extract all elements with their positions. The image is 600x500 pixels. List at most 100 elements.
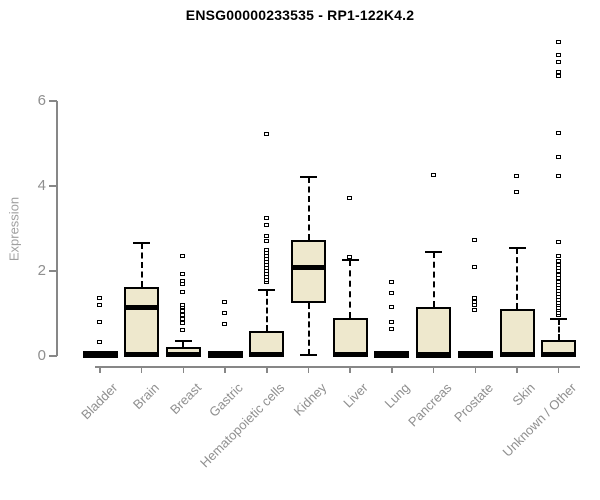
x-axis-label: Breast: [166, 380, 205, 418]
flat-box: [207, 351, 243, 358]
outlier-point: [555, 60, 561, 65]
box-bottom-bar: [124, 352, 160, 357]
outlier-point: [263, 223, 269, 228]
outlier-point: [555, 262, 561, 267]
y-axis-tick-label: 6: [37, 92, 46, 109]
y-axis-tick-label: 2: [37, 262, 46, 279]
x-axis-label: Liver: [340, 380, 371, 411]
x-axis-tick: [266, 367, 268, 373]
x-axis-tick: [474, 367, 477, 373]
outlier-point: [180, 320, 186, 325]
outlier-point: [97, 339, 102, 344]
upper-whisker: [140, 243, 143, 288]
outlier-point: [97, 303, 102, 308]
x-axis-tick: [140, 367, 143, 373]
box-bottom-bar: [416, 352, 452, 357]
outlier-point: [222, 299, 228, 304]
x-axis-label: Pancreas: [404, 380, 455, 430]
x-axis-label: Kidney: [290, 380, 330, 419]
x-axis-tick: [224, 367, 226, 373]
x-axis-label: Lung: [381, 380, 413, 412]
outlier-point: [222, 310, 228, 315]
flat-box: [82, 351, 118, 358]
outlier-point: [514, 190, 519, 195]
flat-box: [457, 351, 493, 358]
outlier-point: [180, 254, 186, 259]
box-bottom-bar: [332, 352, 368, 357]
outlier-point: [263, 215, 269, 220]
outlier-point: [555, 286, 561, 291]
x-axis-tick: [557, 367, 560, 373]
outlier-point: [555, 52, 561, 57]
outlier-point: [263, 131, 269, 136]
outlier-point: [555, 272, 561, 277]
box-body: [332, 318, 368, 356]
x-axis-tick: [182, 367, 185, 373]
y-axis-tick-label: 4: [37, 177, 46, 194]
outlier-point: [180, 327, 186, 332]
upper-whisker: [349, 260, 352, 319]
box-bottom-bar: [541, 352, 577, 357]
upper-whisker-cap: [425, 251, 443, 254]
upper-whisker: [432, 252, 435, 307]
outlier-point: [180, 279, 186, 284]
x-axis-tick: [349, 367, 351, 373]
lower-whisker: [307, 303, 310, 356]
upper-whisker-cap: [300, 175, 317, 178]
box-bottom-bar: [165, 352, 201, 357]
outlier-point: [388, 279, 394, 284]
box-body: [249, 330, 285, 356]
upper-whisker: [265, 290, 268, 331]
outlier-point: [555, 73, 561, 78]
outlier-point: [222, 322, 228, 327]
outlier-point: [555, 254, 561, 259]
y-axis-tick-label: 0: [37, 347, 46, 364]
lower-whisker-cap: [300, 354, 317, 357]
outlier-point: [388, 290, 394, 295]
outlier-point: [263, 239, 269, 244]
outlier-point: [97, 320, 102, 325]
flat-box: [374, 351, 410, 358]
x-axis-tick: [432, 367, 435, 373]
outlier-point: [180, 316, 186, 321]
outlier-point: [388, 319, 394, 324]
upper-whisker-cap: [174, 339, 192, 342]
y-axis-tick: [49, 100, 57, 102]
x-axis-tick: [99, 367, 101, 373]
outlier-point: [472, 295, 478, 300]
outlier-point: [97, 295, 102, 300]
x-axis-line: [95, 366, 580, 368]
y-axis-tick: [49, 270, 57, 272]
box-body: [499, 309, 535, 356]
outlier-point: [555, 269, 561, 274]
outlier-point: [472, 238, 478, 243]
median-line: [124, 304, 160, 310]
x-axis-label: Gastric: [205, 380, 246, 420]
outlier-point: [555, 40, 561, 45]
outlier-point: [555, 259, 561, 264]
chart-title: ENSG00000233535 - RP1-122K4.2: [185, 7, 415, 23]
y-axis-tick: [49, 185, 57, 187]
upper-whisker-cap: [550, 318, 568, 321]
y-axis-tick: [49, 355, 57, 357]
outlier-point: [180, 290, 186, 295]
outlier-point: [472, 303, 478, 308]
outlier-point: [347, 195, 353, 200]
x-axis-tick: [516, 367, 518, 373]
upper-whisker: [307, 176, 310, 240]
outlier-point: [555, 240, 561, 245]
outlier-point: [263, 234, 269, 239]
x-axis-label: Prostate: [451, 380, 496, 425]
box-bottom-bar: [499, 352, 535, 357]
outlier-point: [180, 313, 186, 318]
outlier-point: [388, 305, 394, 310]
upper-whisker: [182, 340, 185, 347]
y-axis-title: Expression: [6, 196, 22, 262]
upper-whisker-cap: [508, 246, 526, 249]
outlier-point: [180, 309, 186, 314]
outlier-point: [263, 247, 269, 252]
outlier-point: [555, 155, 561, 160]
box-body: [291, 239, 326, 304]
x-axis-label: Unknown / Other: [499, 380, 580, 460]
